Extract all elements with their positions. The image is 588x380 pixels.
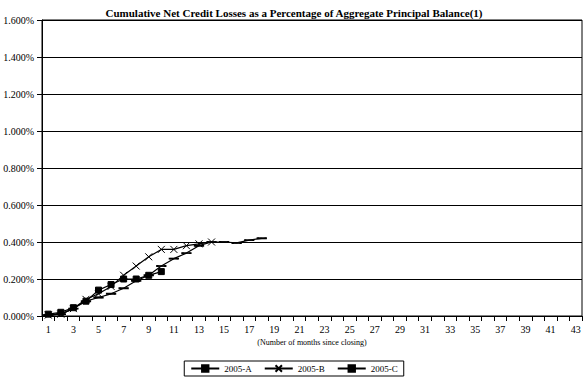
svg-text:7: 7: [121, 324, 126, 335]
svg-text:1.600%: 1.600%: [3, 15, 34, 26]
svg-text:31: 31: [420, 324, 430, 335]
svg-text:2005-C: 2005-C: [371, 364, 398, 374]
svg-text:(Number of months since closin: (Number of months since closing): [257, 338, 367, 347]
svg-text:19: 19: [269, 324, 279, 335]
svg-text:2005-B: 2005-B: [298, 364, 325, 374]
svg-text:0.400%: 0.400%: [3, 237, 34, 248]
svg-text:25: 25: [345, 324, 355, 335]
svg-text:21: 21: [294, 324, 304, 335]
svg-text:1.400%: 1.400%: [3, 52, 34, 63]
svg-text:0.200%: 0.200%: [3, 274, 34, 285]
svg-text:11: 11: [169, 324, 179, 335]
svg-text:1.200%: 1.200%: [3, 89, 34, 100]
svg-text:35: 35: [470, 324, 480, 335]
svg-text:2005-A: 2005-A: [224, 364, 252, 374]
svg-text:1.000%: 1.000%: [3, 126, 34, 137]
svg-text:17: 17: [244, 324, 254, 335]
svg-text:27: 27: [370, 324, 380, 335]
svg-text:3: 3: [71, 324, 76, 335]
svg-text:23: 23: [320, 324, 330, 335]
svg-text:0.000%: 0.000%: [3, 311, 34, 322]
svg-text:1: 1: [46, 324, 51, 335]
svg-text:29: 29: [395, 324, 405, 335]
svg-text:Cumulative Net Credit Losses a: Cumulative Net Credit Losses as a Percen…: [106, 7, 483, 20]
svg-text:13: 13: [194, 324, 204, 335]
svg-text:0.600%: 0.600%: [3, 200, 34, 211]
svg-text:37: 37: [495, 324, 505, 335]
svg-text:33: 33: [445, 324, 455, 335]
svg-text:39: 39: [520, 324, 530, 335]
svg-text:41: 41: [546, 324, 556, 335]
svg-text:43: 43: [571, 324, 581, 335]
svg-text:9: 9: [146, 324, 151, 335]
svg-text:15: 15: [219, 324, 229, 335]
svg-text:5: 5: [96, 324, 101, 335]
svg-text:0.800%: 0.800%: [3, 163, 34, 174]
